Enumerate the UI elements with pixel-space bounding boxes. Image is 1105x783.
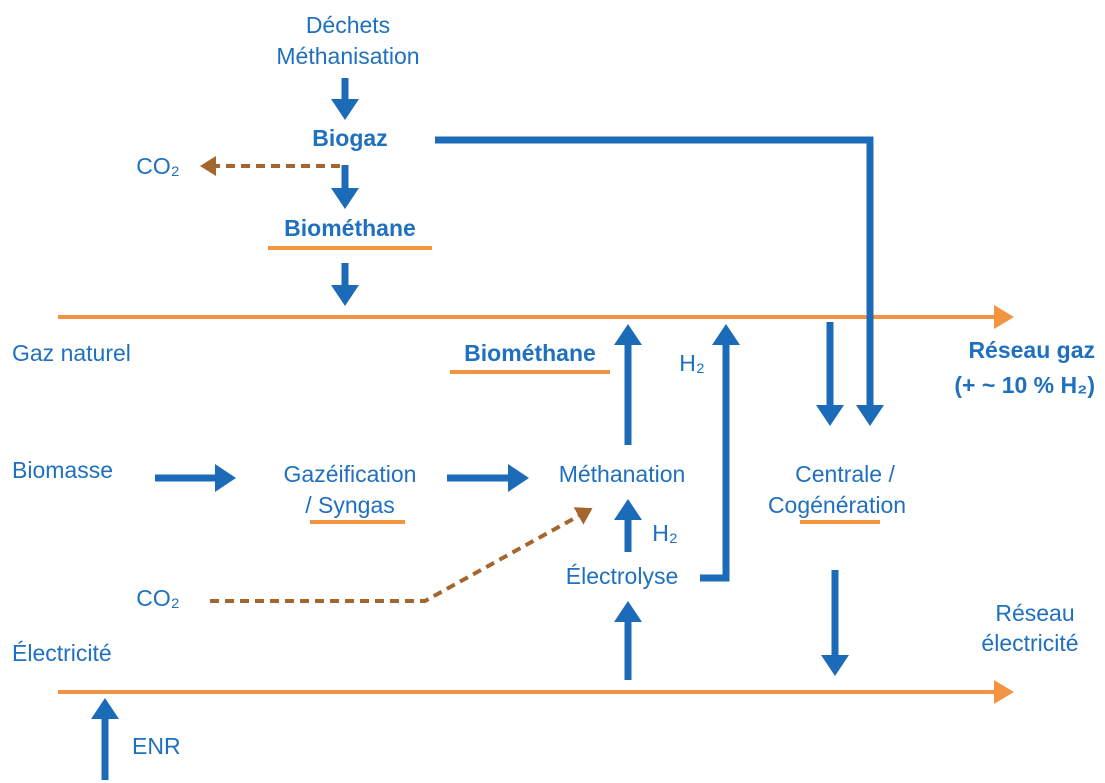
reseau-gaz-label: (+ ~ 10 % H₂) [954,372,1095,398]
arrow [435,136,884,426]
dechets-label: Méthanisation [276,43,419,69]
h2-right-label: H₂ [679,350,705,376]
connectors [58,78,1014,780]
h2-mid-label: H₂ [652,520,678,546]
methanation-label: Méthanation [559,461,686,487]
reseau-elec-label: électricité [981,630,1078,656]
co2-top-label: CO₂ [136,153,179,179]
reseau-gaz-label: Réseau gaz [968,337,1095,363]
gazeification-label: Gazéification [284,461,417,487]
electrolyse-label: Électrolyse [566,563,678,589]
co2-bottom-label: CO₂ [136,585,179,611]
gazeification-label: / Syngas [305,492,395,518]
biomasse-label: Biomasse [12,457,113,483]
biogaz-label: Biogaz [312,125,387,151]
dechets-label: Déchets [306,12,390,38]
centrale-label: Cogénération [768,492,906,518]
dashed-arrow [210,507,593,603]
gaz-naturel-label: Gaz naturel [12,340,131,366]
underline [268,246,880,524]
enr-label: ENR [132,733,181,759]
biomethane-mid-label: Biométhane [464,340,596,366]
arrow [700,324,740,582]
biomethane-top-label: Biométhane [284,215,416,241]
reseau-elec-label: Réseau [995,600,1074,626]
centrale-label: Centrale / [795,461,895,487]
electricite-label: Électricité [12,640,112,666]
